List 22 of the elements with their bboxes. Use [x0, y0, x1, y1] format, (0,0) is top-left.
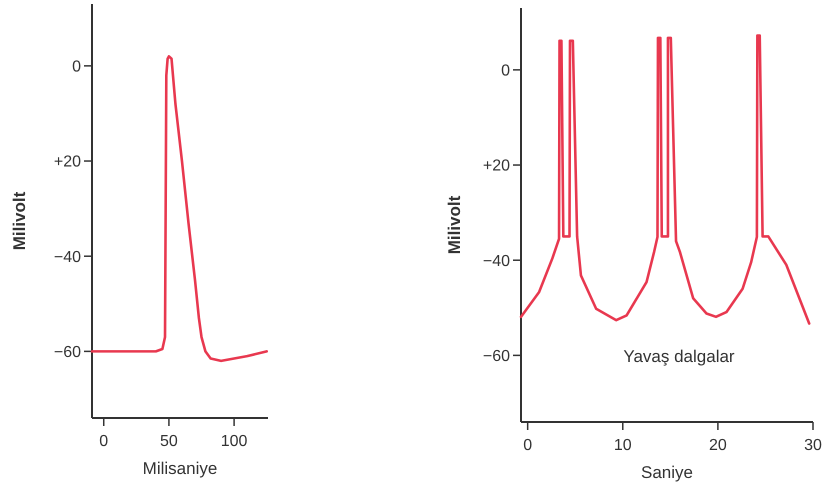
x-axis-title: Saniye — [641, 463, 693, 482]
y-axis-title: Milivolt — [10, 191, 29, 250]
line-series — [520, 34, 810, 325]
y-tick-label: −60 — [482, 348, 510, 365]
x-tick-label: 30 — [804, 437, 822, 454]
y-tick-label: −40 — [54, 248, 82, 266]
x-tick-label: 50 — [160, 433, 178, 450]
y-tick-label: 0 — [72, 58, 82, 76]
annotation: Yavaş dalgalar — [623, 347, 735, 366]
x-axis-title: Milisaniye — [142, 459, 218, 478]
x-tick-label: 0 — [99, 433, 108, 450]
y-axis-title: Milivolt — [445, 195, 464, 254]
line-series — [90, 55, 268, 362]
y-tick-label: 0 — [501, 62, 510, 80]
y-tick-label: −60 — [54, 344, 82, 361]
x-tick-label: 10 — [614, 437, 632, 454]
y-tick-label: +20 — [482, 158, 510, 175]
x-tick-label: 20 — [708, 437, 727, 454]
x-tick-label: 0 — [523, 437, 532, 454]
y-tick-label: −40 — [482, 252, 510, 270]
x-tick-label: 100 — [220, 433, 248, 450]
y-tick-label: +20 — [54, 154, 82, 171]
